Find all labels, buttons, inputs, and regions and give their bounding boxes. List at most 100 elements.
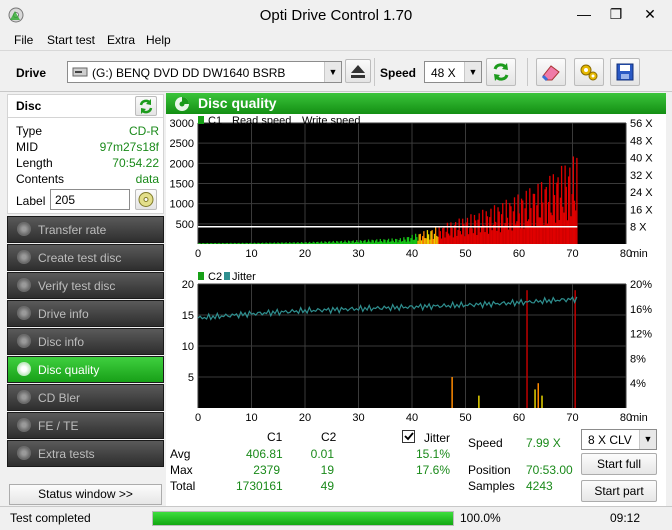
nav-item-5[interactable]: Disc quality [7, 356, 164, 383]
nav-item-7[interactable]: FE / TE [7, 412, 164, 439]
disc-label-apply-button[interactable] [135, 189, 157, 210]
separator [527, 58, 528, 86]
speed-select[interactable]: 48 X ▼ [424, 61, 482, 83]
chart2-ytick: 20 [182, 279, 194, 291]
nav-item-6[interactable]: CD Bler [7, 384, 164, 411]
nav-item-label: Extra tests [38, 447, 95, 461]
chart1-xlabel: min [630, 248, 648, 260]
eject-icon [351, 65, 365, 78]
chart1-ytick-right: 56 X [630, 118, 653, 130]
disc-length-value: 70:54.22 [112, 156, 159, 170]
chart1-ytick-right: 40 X [630, 153, 653, 165]
disc-label-input[interactable]: 205 [50, 189, 130, 210]
menu-file[interactable]: File [14, 33, 34, 47]
chart-area: 500 1000 1500 2000 2500 3000 0 10 20 30 40 50 60 70 80… [166, 114, 666, 426]
chart1-xtick: 50 [459, 248, 471, 260]
chart1-ytick: 1000 [170, 199, 194, 211]
samples-label: Samples [468, 479, 515, 493]
chart1-ytick: 500 [176, 219, 194, 231]
disc-icon [17, 306, 31, 320]
chart1-ytick: 3000 [170, 118, 194, 130]
speed-stat-label: Speed [468, 436, 503, 450]
chart2-ytick-right: 20% [630, 279, 652, 291]
chevron-down-icon[interactable]: ▼ [639, 430, 656, 449]
menu-bar: File Start test Extra Help [0, 31, 672, 51]
disc-icon [17, 362, 31, 376]
disc-icon [17, 278, 31, 292]
toolbar: Drive (G:) BENQ DVD DD DW1640 BSRB ▼ Spe… [0, 52, 672, 92]
legend-c1: C1 [208, 115, 222, 127]
disc-icon [17, 390, 31, 404]
samples-value: 4243 [526, 479, 553, 493]
chevron-down-icon[interactable]: ▼ [324, 62, 341, 82]
save-icon [616, 63, 634, 81]
menu-extra[interactable]: Extra [107, 33, 136, 47]
drive-icon [72, 67, 88, 77]
chart1-xtick: 40 [406, 248, 418, 260]
chart2-ytick: 15 [182, 310, 194, 322]
chart1-xtick: 30 [352, 248, 364, 260]
minimize-button[interactable]: — [577, 6, 591, 22]
stats-avg-c2: 0.01 [310, 447, 334, 461]
menu-start-test[interactable]: Start test [47, 33, 96, 47]
disc-icon [17, 418, 31, 432]
jitter-checkbox[interactable] [402, 430, 415, 443]
chart2-xtick: 70 [566, 412, 578, 424]
chart2-ytick-right: 4% [630, 378, 646, 390]
chart1-xtick: 70 [566, 248, 578, 260]
chart2-ytick: 10 [182, 341, 194, 353]
disc-label-value: 205 [55, 193, 76, 207]
start-full-button[interactable]: Start full [581, 453, 657, 475]
disc-type-value: CD-R [129, 124, 159, 138]
stats-col-c2: C2 [321, 430, 337, 444]
progress-text: 100.0% [460, 511, 501, 525]
save-button[interactable] [610, 58, 640, 86]
maximize-button[interactable]: ❐ [609, 6, 623, 22]
menu-help[interactable]: Help [146, 33, 171, 47]
nav-item-label: Disc quality [38, 363, 100, 377]
chart1-xtick: 80 [620, 248, 632, 260]
nav-item-8[interactable]: Extra tests [7, 440, 164, 467]
chart2-xtick: 20 [299, 412, 311, 424]
nav-item-4[interactable]: Disc info [7, 328, 164, 355]
status-window-button[interactable]: Status window >> [9, 484, 162, 505]
chart1-ytick-right: 24 X [630, 187, 653, 199]
stats-max-jitter: 17.6% [415, 463, 450, 477]
refresh-icon [139, 99, 153, 114]
nav-item-0[interactable]: Transfer rate [7, 216, 164, 243]
separator [374, 58, 375, 86]
nav-item-3[interactable]: Drive info [7, 300, 164, 327]
test-speed-select[interactable]: 8 X CLV ▼ [581, 429, 657, 450]
chart2-ytick-right: 12% [630, 329, 652, 341]
drive-value: (G:) BENQ DVD DD DW1640 BSRB [92, 66, 286, 80]
progress-bar [152, 511, 454, 526]
eject-button[interactable] [345, 59, 371, 83]
speed-value: 48 X [431, 66, 456, 80]
nav-item-2[interactable]: Verify test disc [7, 272, 164, 299]
chart1-ytick-right: 32 X [630, 170, 653, 182]
disc-mid-row: MID 97m27s18f [16, 140, 159, 156]
disc-refresh-button[interactable] [135, 96, 157, 116]
status-text: Test completed [10, 511, 91, 525]
status-bar: Test completed 100.0% 09:12 [0, 506, 672, 530]
chart2-xtick: 80 [620, 412, 632, 424]
close-button[interactable]: ✕ [644, 6, 656, 22]
drive-select[interactable]: (G:) BENQ DVD DD DW1640 BSRB ▼ [67, 61, 342, 83]
erase-button[interactable] [536, 58, 566, 86]
nav-item-1[interactable]: Create test disc [7, 244, 164, 271]
start-part-button[interactable]: Start part [581, 480, 657, 502]
refresh-speed-button[interactable] [486, 58, 516, 86]
chart1-ytick: 2500 [170, 138, 194, 150]
settings-button[interactable] [574, 58, 604, 86]
chevron-down-icon[interactable]: ▼ [464, 62, 481, 82]
chart2-xtick: 0 [195, 412, 201, 424]
disc-length-key: Length [16, 156, 53, 170]
stats-avg-c1: 406.81 [246, 447, 283, 461]
stats-max-c2: 19 [320, 463, 334, 477]
stats-col-jitter: Jitter [424, 431, 451, 445]
stats-panel: C1 C2 Jitter Avg 406.81 0.01 15.1% Max 2… [166, 426, 666, 506]
jitter-line [197, 295, 578, 321]
position-label: Position [468, 463, 511, 477]
disc-icon [138, 192, 154, 207]
